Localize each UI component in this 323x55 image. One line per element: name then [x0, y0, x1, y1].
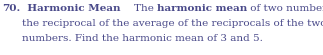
Text: The: The: [121, 4, 157, 13]
Text: harmonic mean: harmonic mean: [157, 4, 247, 13]
Text: numbers. Find the harmonic mean of 3 and 5.: numbers. Find the harmonic mean of 3 and…: [22, 34, 263, 43]
Text: the reciprocal of the average of the reciprocals of the two: the reciprocal of the average of the rec…: [22, 19, 323, 28]
Text: of two numbers is: of two numbers is: [247, 4, 323, 13]
Text: Harmonic Mean: Harmonic Mean: [20, 4, 121, 13]
Text: 70.: 70.: [2, 4, 20, 13]
